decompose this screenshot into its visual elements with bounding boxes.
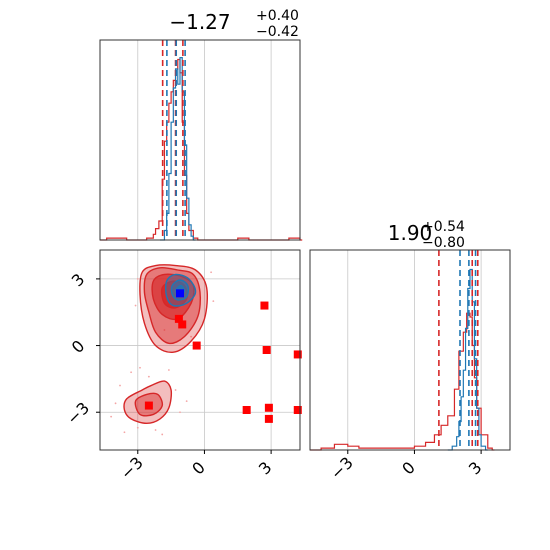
red-square-marker <box>242 406 251 414</box>
red-square-marker <box>293 350 302 359</box>
sample-point <box>147 375 150 378</box>
param2-title-plus: +0.54 <box>422 219 465 235</box>
bottom-left-axes-frame <box>99 249 301 451</box>
x-axis-param1-tick-label: 0 <box>188 458 209 479</box>
sample-point <box>136 426 139 429</box>
sample-point <box>167 369 170 371</box>
sample-point <box>130 371 133 374</box>
red-square-marker <box>174 314 183 323</box>
param1-title-median: −1.27 <box>169 10 230 34</box>
sample-point <box>212 300 215 303</box>
x-axis-param1-tick-label: 3 <box>255 458 276 479</box>
x-axis-param1-tick-label: −3 <box>117 453 147 483</box>
sample-point <box>134 304 137 307</box>
content-layer <box>100 40 495 451</box>
sample-point <box>190 335 193 338</box>
param2-title: 1.90 <box>388 221 433 245</box>
sample-point <box>163 329 166 331</box>
sample-point <box>210 271 213 274</box>
y-axis-param2-tick-label: 3 <box>68 270 89 291</box>
sample-point <box>161 433 164 436</box>
x-axis-param2-tick-label: −3 <box>327 453 357 483</box>
red-square-marker <box>260 301 269 310</box>
x-axis-param2-tick-label: 0 <box>398 458 419 479</box>
sample-point <box>114 402 117 405</box>
red-square-marker <box>264 403 273 412</box>
sample-point <box>110 415 113 418</box>
param1-histogram-red <box>100 58 303 241</box>
param1-title: −1.27 <box>169 10 230 34</box>
blue-square-marker <box>176 289 184 298</box>
sample-point <box>139 366 141 369</box>
param2-title-median: 1.90 <box>388 221 433 245</box>
sample-point <box>179 411 181 414</box>
param2-title-minus: −0.80 <box>422 235 465 251</box>
y-axis-param2-tick-label: −3 <box>63 398 93 428</box>
x-axis-param2-tick-label: 3 <box>465 458 486 479</box>
red-square-marker <box>178 320 187 329</box>
sample-point <box>123 431 126 434</box>
red-square-marker <box>192 341 201 350</box>
red-square-marker <box>293 406 302 414</box>
param2-histogram-blue <box>447 268 488 451</box>
sample-point <box>136 277 139 280</box>
red-square-marker <box>262 346 271 354</box>
tick-layer: −3 0 3 −3 0 3 −3 0 3 <box>63 270 485 483</box>
sample-point <box>119 384 121 387</box>
param1-histogram-blue <box>160 57 196 241</box>
red-square-marker <box>144 401 153 410</box>
bottom-right-axes-frame <box>309 249 511 451</box>
sample-point <box>154 429 157 431</box>
param1-title-plus: +0.40 <box>256 8 299 24</box>
param1-title-minus: −0.42 <box>256 24 299 40</box>
top-left-axes-frame <box>99 39 301 241</box>
sample-point <box>174 389 177 391</box>
sample-point <box>185 400 188 403</box>
param2-histogram-red <box>310 312 495 451</box>
y-axis-param2-tick-label: 0 <box>68 336 89 357</box>
red-square-marker <box>264 414 273 423</box>
